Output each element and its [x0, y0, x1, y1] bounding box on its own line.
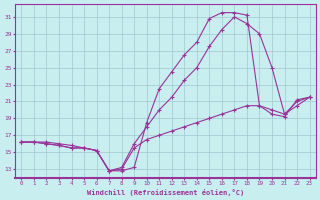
X-axis label: Windchill (Refroidissement éolien,°C): Windchill (Refroidissement éolien,°C)	[87, 189, 244, 196]
